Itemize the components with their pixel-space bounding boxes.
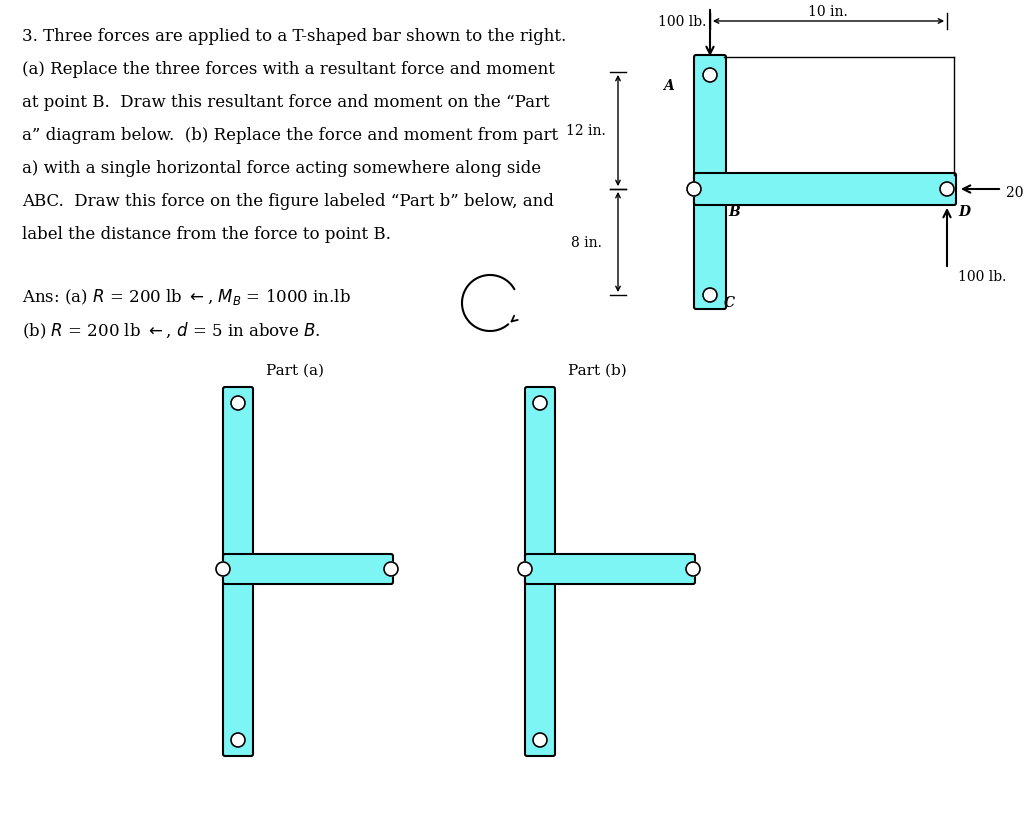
Circle shape	[216, 562, 230, 576]
Text: D: D	[958, 205, 970, 219]
FancyBboxPatch shape	[223, 554, 393, 585]
Text: 100 lb.: 100 lb.	[958, 270, 1007, 284]
FancyBboxPatch shape	[694, 56, 726, 310]
Text: 8 in.: 8 in.	[570, 236, 601, 250]
Circle shape	[940, 183, 954, 197]
Circle shape	[231, 733, 245, 747]
Text: A: A	[664, 79, 674, 93]
Circle shape	[534, 397, 547, 411]
Text: (b) $R$ = 200 lb $\leftarrow$, $d$ = 5 in above $B$.: (b) $R$ = 200 lb $\leftarrow$, $d$ = 5 i…	[22, 320, 321, 341]
Text: Part (a): Part (a)	[266, 363, 324, 378]
Text: ABC.  Draw this force on the figure labeled “Part b” below, and: ABC. Draw this force on the figure label…	[22, 193, 554, 209]
Circle shape	[384, 562, 398, 576]
Text: 100 lb.: 100 lb.	[658, 15, 707, 29]
Text: Part (b): Part (b)	[567, 363, 627, 378]
Circle shape	[231, 397, 245, 411]
Circle shape	[703, 69, 717, 83]
FancyBboxPatch shape	[525, 388, 555, 756]
FancyBboxPatch shape	[223, 388, 253, 756]
FancyBboxPatch shape	[525, 554, 695, 585]
Text: a) with a single horizontal force acting somewhere along side: a) with a single horizontal force acting…	[22, 160, 541, 177]
Circle shape	[686, 562, 700, 576]
Text: 12 in.: 12 in.	[566, 124, 606, 137]
Text: Ans: (a) $R$ = 200 lb $\leftarrow$, $M_{\mathit{B}}$ = 1000 in.lb: Ans: (a) $R$ = 200 lb $\leftarrow$, $M_{…	[22, 286, 351, 306]
Circle shape	[703, 289, 717, 303]
FancyBboxPatch shape	[694, 174, 956, 205]
Text: 3. Three forces are applied to a T-shaped bar shown to the right.: 3. Three forces are applied to a T-shape…	[22, 28, 566, 45]
Text: a” diagram below.  (b) Replace the force and moment from part: a” diagram below. (b) Replace the force …	[22, 127, 558, 144]
Text: 10 in.: 10 in.	[808, 5, 848, 19]
Text: 200 lb.: 200 lb.	[1006, 185, 1024, 200]
Circle shape	[687, 183, 701, 197]
Circle shape	[518, 562, 532, 576]
Text: C: C	[724, 296, 735, 310]
Text: B: B	[728, 205, 739, 219]
Text: label the distance from the force to point B.: label the distance from the force to poi…	[22, 226, 391, 243]
Text: at point B.  Draw this resultant force and moment on the “Part: at point B. Draw this resultant force an…	[22, 94, 550, 111]
Text: (a) Replace the three forces with a resultant force and moment: (a) Replace the three forces with a resu…	[22, 61, 555, 78]
Circle shape	[534, 733, 547, 747]
